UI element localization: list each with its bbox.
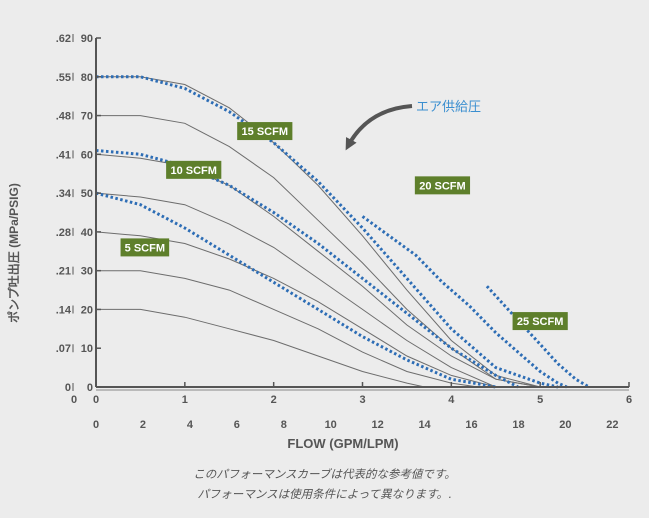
air-pressure-curve-3 <box>95 192 541 388</box>
x-tick-gpm: 5 <box>537 394 543 406</box>
x-tick-lpm: 8 <box>281 419 287 431</box>
y-tick-mpa: .48 <box>56 111 71 123</box>
annotation-arrow <box>345 104 413 151</box>
tick-labels: 0010.0720.1430.2140.2850.3460.4170.4880.… <box>56 33 632 431</box>
y-tick-psig: 30 <box>81 266 93 278</box>
scfm-badge-25-scfm <box>512 312 568 331</box>
y-tick-psig: 70 <box>81 111 93 123</box>
x-tick-lpm: 0 <box>93 419 99 431</box>
x-tick-lpm: 20 <box>559 419 571 431</box>
note-line-1: このパフォーマンスカーブは代表的な参考値です。 <box>193 467 456 481</box>
scfm-badge-5-scfm <box>120 238 170 257</box>
y-tick-psig: 40 <box>81 227 93 239</box>
y-tick-mpa: .55 <box>56 72 71 84</box>
scfm-curve-25-scfm <box>485 285 590 389</box>
scfm-curve-5-scfm <box>95 191 497 389</box>
x-tick-lpm: 10 <box>325 419 337 431</box>
y-tick-psig: 50 <box>81 188 93 200</box>
x-tick-gpm: 4 <box>448 394 455 406</box>
y-tick-psig: 90 <box>81 33 93 45</box>
y-tick-mpa: .41 <box>56 149 71 161</box>
y-tick-psig: 80 <box>81 72 93 84</box>
x-tick-gpm: 1 <box>182 394 188 406</box>
x-tick-lpm: 6 <box>234 419 240 431</box>
scfm-badge-label: 15 SCFM <box>242 126 288 138</box>
note-line-2: パフォーマンスは使用条件によって異なります。. <box>197 487 452 501</box>
air-pressure-curve-0 <box>96 76 585 388</box>
scfm-badge-label: 20 SCFM <box>419 180 465 192</box>
axes <box>72 34 630 391</box>
scfm-badges: 5 SCFM 10 SCFM 15 SCFM 20 SCFM 25 SCFM <box>120 122 568 331</box>
x-tick-lpm: 14 <box>418 419 431 431</box>
scfm-curves <box>95 75 590 389</box>
scfm-badge-label: 25 SCFM <box>517 316 563 328</box>
x-tick-gpm: 6 <box>626 394 632 406</box>
performance-chart: 0010.0720.1430.2140.2850.3460.4170.4880.… <box>6 33 632 451</box>
scfm-badge-20-scfm <box>414 176 471 195</box>
scfm-curve-20-scfm <box>361 215 568 389</box>
scfm-badge-label: 10 SCFM <box>170 165 216 177</box>
x-tick-lpm: 2 <box>140 419 146 431</box>
air-pressure-curves <box>95 76 585 388</box>
y-tick-psig: 60 <box>81 149 93 161</box>
x-tick-lpm: 18 <box>512 419 524 431</box>
y-tick-psig: 0 <box>87 382 93 394</box>
air-pressure-curve-2 <box>95 153 567 388</box>
y-tick-mpa: 0 <box>65 382 71 394</box>
y-tick-mpa: .34 <box>56 188 72 200</box>
y-tick-psig: 20 <box>81 304 93 316</box>
x-tick-gpm: 3 <box>359 394 365 406</box>
x-origin-label: 0 <box>71 394 77 406</box>
annotation-label: エア供給圧 <box>416 99 481 114</box>
y-tick-mpa: .62 <box>56 33 71 45</box>
y-tick-mpa: .21 <box>56 266 71 278</box>
x-tick-lpm: 16 <box>465 419 477 431</box>
scfm-badge-label: 5 SCFM <box>125 242 165 254</box>
x-tick-gpm: 2 <box>271 394 277 406</box>
scfm-badge-15-scfm <box>237 122 293 141</box>
x-tick-lpm: 12 <box>372 419 384 431</box>
x-axis-label: FLOW (GPM/LPM) <box>287 436 398 451</box>
x-tick-gpm: 0 <box>93 394 99 406</box>
y-tick-mpa: .28 <box>56 227 71 239</box>
scfm-badge-10-scfm <box>166 160 222 179</box>
air-pressure-curve-6 <box>96 308 425 388</box>
y-axis-label: ポンプ吐出圧 (MPa/PSIG) <box>6 183 21 323</box>
y-tick-mpa: .14 <box>56 304 72 316</box>
x-tick-lpm: 22 <box>606 419 618 431</box>
y-tick-mpa: .07 <box>56 343 71 355</box>
scfm-curve-15-scfm <box>96 75 559 389</box>
air-pressure-curve-4 <box>95 231 523 388</box>
air-pressure-annotation: エア供給圧 <box>345 99 481 151</box>
x-tick-lpm: 4 <box>187 419 194 431</box>
air-pressure-curve-5 <box>96 270 479 388</box>
y-tick-psig: 10 <box>81 343 93 355</box>
